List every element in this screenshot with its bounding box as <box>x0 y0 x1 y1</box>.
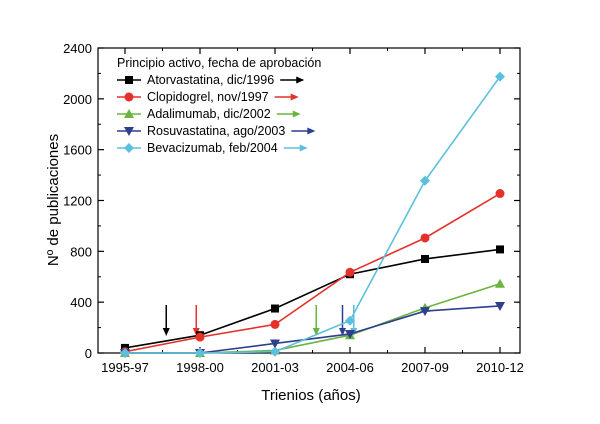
y-tick-label: 0 <box>85 346 92 361</box>
legend-label: Clopidogrel, nov/1997 <box>147 90 269 104</box>
series-1 <box>120 189 505 357</box>
series-line <box>124 248 501 349</box>
data-point <box>495 189 505 199</box>
y-tick-label: 1200 <box>63 194 92 209</box>
series-3 <box>120 301 505 358</box>
y-tick-label: 1600 <box>63 143 92 158</box>
data-point <box>195 348 205 358</box>
approval-arrow-head <box>312 328 320 336</box>
data-point <box>270 346 280 357</box>
legend-label: Bevacizumab, feb/2004 <box>147 141 278 155</box>
series-2 <box>120 278 505 357</box>
y-tick-label: 2000 <box>63 92 92 107</box>
x-axis-label: Trienios (años) <box>261 387 360 404</box>
series-layer <box>120 71 505 358</box>
legend-label: Rosuvastatina, ago/2003 <box>147 124 285 138</box>
data-point <box>495 71 505 82</box>
legend-marker <box>124 109 134 118</box>
data-point <box>495 301 505 311</box>
legend-label: Atorvastatina, dic/1996 <box>147 73 274 87</box>
approval-arrows <box>162 305 358 336</box>
data-point <box>270 339 280 349</box>
legend-item: Atorvastatina, dic/1996 <box>117 73 305 87</box>
legend-marker <box>125 76 133 84</box>
y-tick-label: 2400 <box>63 41 92 56</box>
approval-arrow <box>312 305 320 336</box>
approval-arrow <box>339 305 346 336</box>
legend-marker <box>124 127 134 136</box>
legend-arrow-head <box>290 93 299 101</box>
data-point <box>120 348 130 358</box>
series-line <box>125 76 501 354</box>
y-tick-label: 400 <box>70 295 92 310</box>
legend-label: Adalimumab, dic/2002 <box>147 107 271 121</box>
data-point <box>496 245 504 254</box>
x-tick-label: 2007-09 <box>401 360 449 375</box>
y-tick-label: 800 <box>70 244 92 259</box>
legend: Principio activo, fecha de aprobación Ato… <box>117 56 321 155</box>
approval-arrow-head <box>162 328 170 336</box>
approval-arrow-head <box>339 328 346 336</box>
legend-marker <box>124 143 134 153</box>
legend-item: Rosuvastatina, ago/2003 <box>117 124 316 138</box>
data-point <box>420 175 430 186</box>
series-4 <box>120 71 505 358</box>
data-point <box>271 304 279 313</box>
axes: 0 400 800 1200 1600 2000 2400 1995-97 1998-00 200… <box>63 41 524 375</box>
data-point <box>345 267 355 277</box>
data-point <box>270 319 280 329</box>
data-point <box>421 254 429 263</box>
data-point <box>420 307 430 317</box>
series-line <box>125 305 501 354</box>
data-point <box>345 329 355 339</box>
legend-arrow-head <box>292 110 301 118</box>
data-point <box>495 278 505 288</box>
approval-arrow <box>162 305 170 336</box>
legend-arrow-head <box>307 127 316 135</box>
legend-item: Clopidogrel, nov/1997 <box>117 90 299 104</box>
series-line <box>125 282 501 354</box>
x-tick-label: 1995-97 <box>101 360 149 375</box>
series-line <box>124 192 501 353</box>
legend-arrow-head <box>296 76 305 84</box>
legend-item: Adalimumab, dic/2002 <box>117 107 301 121</box>
x-tick-label: 2001-03 <box>251 360 299 375</box>
legend-marker <box>124 92 134 102</box>
x-tick-label: 2010-12 <box>476 360 524 375</box>
x-tick-label: 2004-06 <box>326 360 374 375</box>
legend-arrow-head <box>299 144 308 152</box>
data-point <box>345 315 355 326</box>
legend-item: Bevacizumab, feb/2004 <box>117 141 308 155</box>
data-point <box>195 332 205 342</box>
y-axis-label: Nº de publicaciones <box>45 134 62 266</box>
legend-title: Principio activo, fecha de aprobación <box>117 56 321 70</box>
data-point <box>420 233 430 243</box>
x-tick-label: 1998-00 <box>176 360 224 375</box>
